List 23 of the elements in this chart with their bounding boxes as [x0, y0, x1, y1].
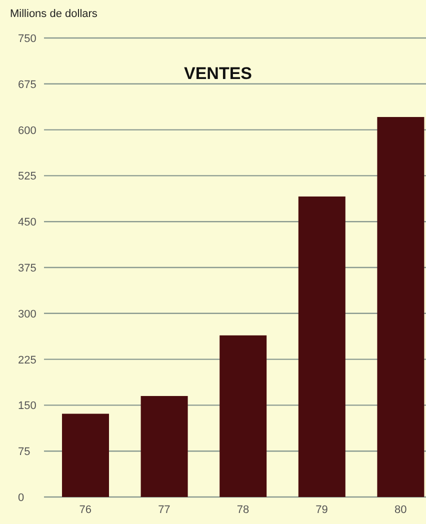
y-tick-label: 0 — [18, 492, 24, 504]
y-tick-label: 600 — [18, 124, 36, 137]
bar — [298, 196, 346, 497]
bar — [62, 414, 109, 497]
y-tick-label: 750 — [18, 33, 36, 45]
y-tick-label: 375 — [18, 262, 36, 274]
y-tick-label: 225 — [18, 354, 36, 366]
bar — [140, 396, 188, 497]
x-tick-label: 77 — [158, 504, 170, 516]
x-tick-label: 76 — [79, 504, 92, 516]
bar — [377, 116, 424, 497]
x-tick-label: 78 — [236, 504, 250, 516]
x-tick-label: 80 — [394, 504, 407, 516]
y-tick-label: 75 — [18, 446, 30, 458]
y-tick-label: 525 — [18, 170, 36, 183]
y-tick-label: 300 — [18, 308, 36, 320]
y-tick-label: 450 — [18, 216, 36, 229]
bar — [220, 335, 267, 497]
y-axis-title: Millions de dollars — [10, 8, 98, 20]
x-tick-label: 79 — [316, 504, 328, 516]
y-tick-label: 150 — [18, 400, 36, 412]
text: VENTES — [184, 64, 252, 83]
y-tick-label: 675 — [18, 78, 36, 91]
